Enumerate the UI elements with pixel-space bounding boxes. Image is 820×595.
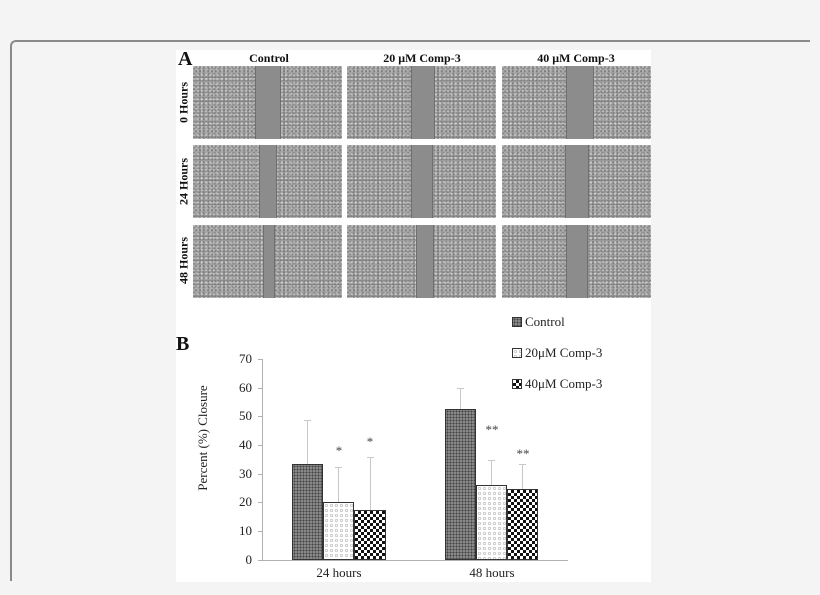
micrograph-20um-24h xyxy=(347,145,496,218)
bar-control-48h xyxy=(445,409,476,560)
y-axis-label: Percent (%) Closure xyxy=(195,385,210,491)
error-bar-20um-24h xyxy=(338,467,339,502)
y-tick-10: 10 xyxy=(239,523,252,538)
row-label-48h: 48 Hours xyxy=(176,237,191,285)
bar-40um-48h xyxy=(507,489,538,560)
micrograph-control-24h xyxy=(193,145,342,218)
content-frame xyxy=(10,40,810,581)
legend-swatch-control xyxy=(512,317,522,327)
y-tick-mark xyxy=(258,531,262,532)
error-cap xyxy=(335,467,342,468)
legend-item-20um: 20μM Comp-3 xyxy=(512,345,602,361)
y-tick-20: 20 xyxy=(239,494,252,509)
y-tick-mark xyxy=(258,359,262,360)
legend-swatch-20um xyxy=(512,348,522,358)
bar-20um-24h xyxy=(323,502,354,560)
column-header-20um: 20 μM Comp-3 xyxy=(383,51,461,65)
micrograph-control-48h xyxy=(193,225,342,298)
y-tick-60: 60 xyxy=(239,380,252,395)
error-bar-40um-48h xyxy=(522,464,523,489)
significance-40um-24h: * xyxy=(366,434,374,449)
error-cap xyxy=(367,457,374,458)
y-tick-0: 0 xyxy=(245,552,253,567)
bar-20um-48h xyxy=(476,485,507,560)
bar-control-24h xyxy=(292,464,323,560)
row-label-0h: 0 Hours xyxy=(176,82,191,124)
significance-20um-48h: ** xyxy=(485,422,499,437)
error-bar-40um-24h xyxy=(370,457,371,510)
y-tick-mark xyxy=(258,445,262,446)
y-tick-mark xyxy=(258,474,262,475)
legend-item-40um: 40μM Comp-3 xyxy=(512,376,602,392)
legend-label-20um: 20μM Comp-3 xyxy=(525,345,603,360)
x-category-48h: 48 hours xyxy=(469,565,515,580)
y-tick-mark xyxy=(258,416,262,417)
y-tick-40: 40 xyxy=(239,437,252,452)
error-bar-20um-48h xyxy=(491,460,492,485)
row-label-24h: 24 Hours xyxy=(176,158,191,206)
panel-b-letter: B xyxy=(176,333,190,355)
error-cap xyxy=(304,420,311,421)
error-bar-control-48h xyxy=(460,388,461,409)
y-tick-50: 50 xyxy=(239,408,252,423)
error-cap xyxy=(457,388,464,389)
panel-a-letter: A xyxy=(178,48,193,70)
significance-40um-48h: ** xyxy=(516,446,530,461)
error-bar-control-24h xyxy=(307,420,308,465)
legend-item-control: Control xyxy=(512,314,565,330)
x-category-24h: 24 hours xyxy=(316,565,362,580)
micrograph-control-0h xyxy=(193,66,342,139)
column-header-control: Control xyxy=(249,51,289,65)
legend-label-40um: 40μM Comp-3 xyxy=(525,376,603,391)
y-tick-30: 30 xyxy=(239,466,252,481)
micrograph-40um-24h xyxy=(502,145,651,218)
micrograph-40um-48h xyxy=(502,225,651,298)
figure: A Control 20 μM Comp-3 40 μM Comp-3 0 Ho… xyxy=(176,48,651,582)
x-axis xyxy=(258,560,568,561)
y-tick-mark xyxy=(258,502,262,503)
micrograph-20um-0h xyxy=(347,66,496,139)
legend-label-control: Control xyxy=(525,314,565,329)
error-cap xyxy=(519,464,526,465)
bar-40um-24h xyxy=(354,510,386,560)
y-tick-70: 70 xyxy=(239,351,252,366)
legend-swatch-40um xyxy=(512,379,522,389)
y-tick-mark xyxy=(258,388,262,389)
error-cap xyxy=(488,460,495,461)
micrograph-40um-0h xyxy=(502,66,651,139)
column-header-40um: 40 μM Comp-3 xyxy=(537,51,615,65)
significance-20um-24h: * xyxy=(335,443,343,458)
micrograph-20um-48h xyxy=(347,225,496,298)
y-axis xyxy=(262,359,263,560)
